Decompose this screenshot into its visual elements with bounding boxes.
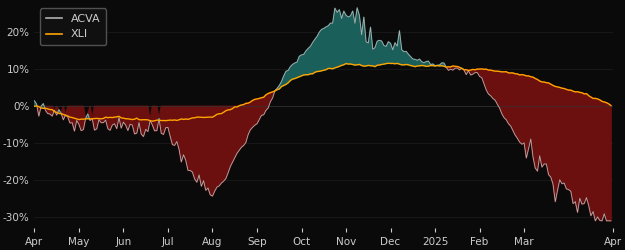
Legend: ACVA, XLI: ACVA, XLI: [40, 8, 106, 45]
